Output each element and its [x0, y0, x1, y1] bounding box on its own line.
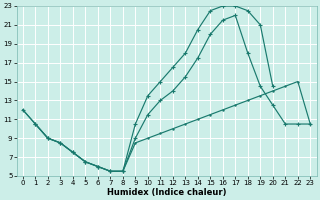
X-axis label: Humidex (Indice chaleur): Humidex (Indice chaleur): [107, 188, 226, 197]
